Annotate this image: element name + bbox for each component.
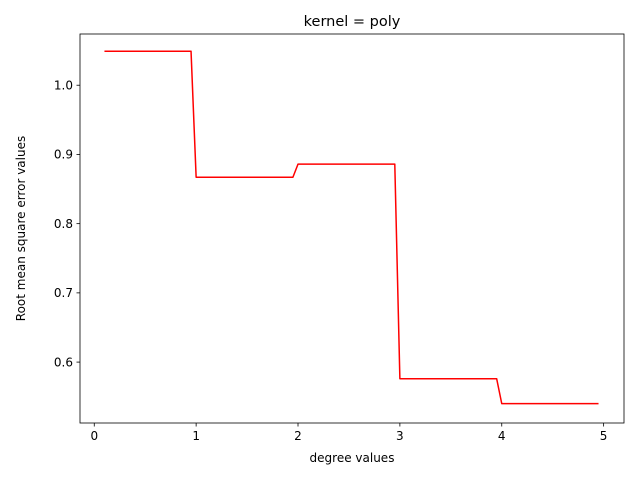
y-axis-label: Root mean square error values: [14, 136, 28, 321]
x-tick-label: 2: [294, 429, 302, 443]
axes-frame: [79, 33, 625, 424]
x-tick-label: 5: [600, 429, 608, 443]
y-tick-label: 1.0: [54, 78, 73, 92]
series-line-0: [104, 50, 599, 405]
y-tick-label: 0.9: [54, 148, 73, 162]
plot-area: [79, 33, 625, 424]
y-tick-label: 0.6: [54, 355, 73, 369]
x-tick-label: 1: [192, 429, 200, 443]
x-axis-ticks: 0 1 2 3 4 5: [90, 423, 607, 443]
y-tick-label: 0.8: [54, 217, 73, 231]
y-axis-ticks: 0.6 0.7 0.8 0.9 1.0: [54, 78, 80, 369]
x-tick-label: 3: [396, 429, 404, 443]
chart-title: kernel = poly: [304, 14, 401, 30]
x-tick-label: 4: [498, 429, 506, 443]
x-tick-label: 0: [90, 429, 98, 443]
series-layer: [104, 50, 599, 405]
x-axis-label: degree values: [310, 451, 395, 465]
y-tick-label: 0.7: [54, 286, 73, 300]
